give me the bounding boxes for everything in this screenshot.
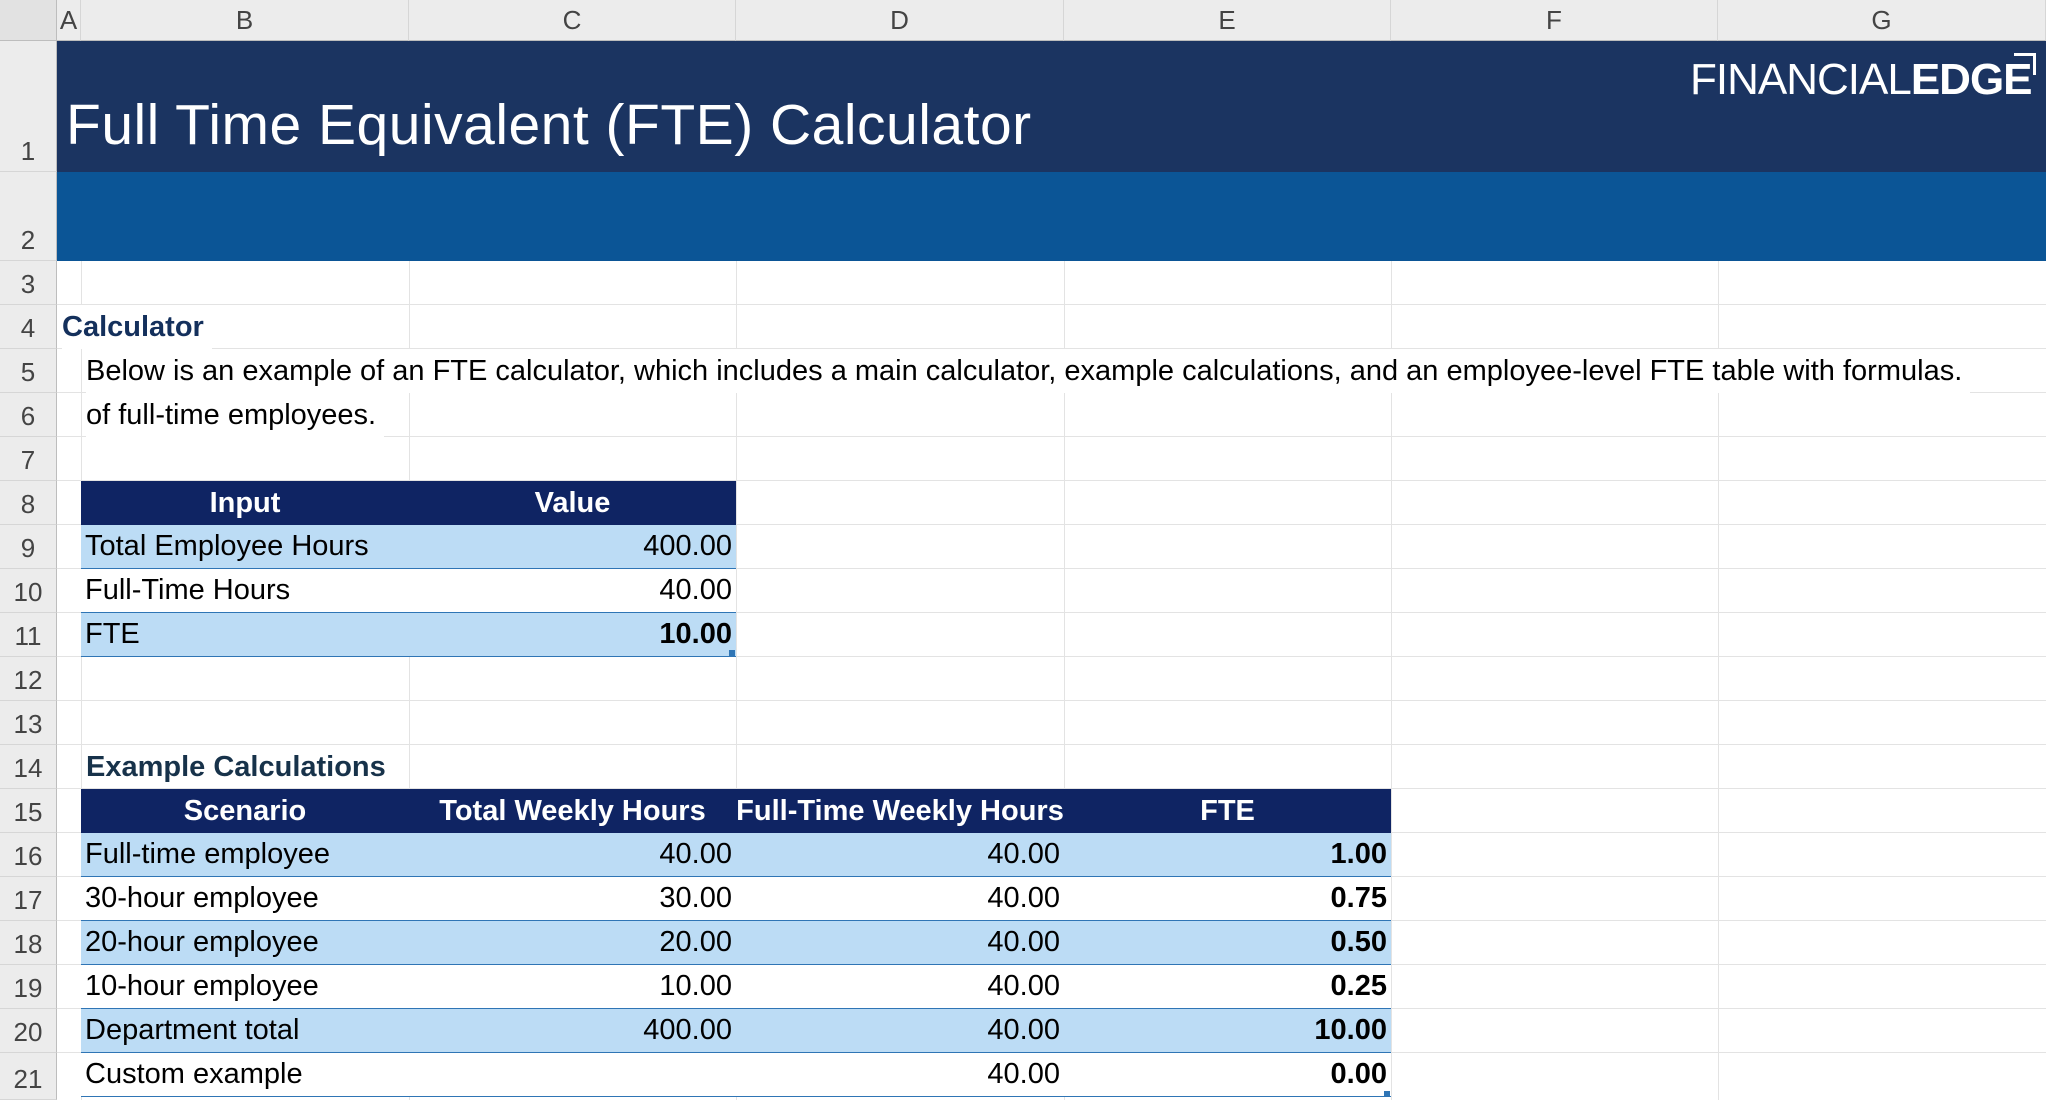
section-heading-calculator: Calculator — [62, 305, 212, 349]
column-header-c[interactable]: C — [409, 0, 736, 41]
example-fte-cell[interactable]: 0.50 — [1064, 921, 1391, 965]
row-header-19[interactable]: 19 — [0, 965, 57, 1009]
row-header-20[interactable]: 20 — [0, 1009, 57, 1053]
example-total-cell[interactable]: 30.00 — [409, 877, 736, 921]
row-header-12[interactable]: 12 — [0, 657, 57, 701]
example-fte-cell[interactable]: 0.00 — [1064, 1053, 1391, 1097]
example-fulltime-cell[interactable]: 40.00 — [736, 1009, 1064, 1053]
row-header-4[interactable]: 4 — [0, 305, 57, 349]
row-header-17[interactable]: 17 — [0, 877, 57, 921]
example-header-total-weekly-hours: Total Weekly Hours — [409, 789, 736, 833]
gridline — [1391, 261, 1392, 1100]
gridline — [57, 480, 2046, 481]
gridline — [1718, 261, 1719, 1100]
example-fulltime-cell[interactable]: 40.00 — [736, 1053, 1064, 1097]
subtitle-banner — [57, 172, 2046, 261]
section-heading-examples: Example Calculations — [86, 750, 386, 783]
row-header-1[interactable]: 1 — [0, 41, 57, 172]
gridline — [736, 261, 737, 1100]
page-title: Full Time Equivalent (FTE) Calculator — [66, 93, 1032, 157]
example-scenario-cell[interactable]: Full-time employee — [81, 833, 409, 877]
row-header-18[interactable]: 18 — [0, 921, 57, 965]
example-total-cell[interactable]: 20.00 — [409, 921, 736, 965]
example-scenario-cell[interactable]: Custom example — [81, 1053, 409, 1097]
gridline — [57, 304, 2046, 305]
calc-value-fte[interactable]: 10.00 — [409, 613, 736, 657]
row-header-2[interactable]: 2 — [0, 172, 57, 261]
example-fte-cell[interactable]: 1.00 — [1064, 833, 1391, 877]
gridline — [57, 700, 2046, 701]
calc-label-total-employee-hours[interactable]: Total Employee Hours — [81, 525, 409, 569]
description-line-2: of full-time employees. — [86, 393, 385, 437]
example-total-cell[interactable] — [409, 1053, 736, 1097]
column-header-a[interactable]: A — [57, 0, 81, 41]
gridline — [57, 436, 2046, 437]
calc-label-full-time-hours[interactable]: Full-Time Hours — [81, 569, 409, 613]
logo-text-light: FINANCIAL — [1690, 55, 1912, 104]
gridline — [57, 348, 2046, 349]
gridline — [57, 744, 2046, 745]
example-header-fte: FTE — [1064, 789, 1391, 833]
column-header-b[interactable]: B — [81, 0, 409, 41]
example-scenario-cell[interactable]: 30-hour employee — [81, 877, 409, 921]
row-header-3[interactable]: 3 — [0, 261, 57, 305]
financial-edge-logo: FINANCIALEDGE — [1690, 55, 2033, 105]
example-fulltime-cell[interactable]: 40.00 — [736, 965, 1064, 1009]
logo-text-bold: EDGE — [1910, 55, 2033, 104]
description-line-1: Below is an example of an FTE calculator… — [86, 349, 1971, 393]
row-header-13[interactable]: 13 — [0, 701, 57, 745]
column-header-e[interactable]: E — [1064, 0, 1391, 41]
row-header-10[interactable]: 10 — [0, 569, 57, 613]
gridline — [57, 612, 2046, 613]
example-fulltime-cell[interactable]: 40.00 — [736, 877, 1064, 921]
example-total-cell[interactable]: 400.00 — [409, 1009, 736, 1053]
example-header-scenario: Scenario — [81, 789, 409, 833]
example-fulltime-cell[interactable]: 40.00 — [736, 833, 1064, 877]
row-header-7[interactable]: 7 — [0, 437, 57, 481]
example-scenario-cell[interactable]: 10-hour employee — [81, 965, 409, 1009]
row-header-11[interactable]: 11 — [0, 613, 57, 657]
fill-handle[interactable] — [729, 650, 735, 656]
row-header-9[interactable]: 9 — [0, 525, 57, 569]
title-banner — [57, 41, 2046, 172]
gridline — [57, 568, 2046, 569]
gridline — [409, 261, 410, 1100]
row-header-15[interactable]: 15 — [0, 789, 57, 833]
calc-header-input: Input — [81, 481, 409, 525]
example-header-full-time-weekly-hours: Full-Time Weekly Hours — [736, 789, 1064, 833]
gridline — [57, 524, 2046, 525]
gridline — [81, 261, 82, 1100]
example-fte-cell[interactable]: 0.75 — [1064, 877, 1391, 921]
column-header-g[interactable]: G — [1718, 0, 2046, 41]
example-fulltime-cell[interactable]: 40.00 — [736, 921, 1064, 965]
column-header-d[interactable]: D — [736, 0, 1064, 41]
calc-label-fte[interactable]: FTE — [81, 613, 409, 657]
calc-value-total-employee-hours[interactable]: 400.00 — [409, 525, 736, 569]
example-total-cell[interactable]: 10.00 — [409, 965, 736, 1009]
gridline — [57, 656, 2046, 657]
column-header-f[interactable]: F — [1391, 0, 1718, 41]
logo-corner-icon — [2014, 53, 2036, 75]
example-fte-cell[interactable]: 0.25 — [1064, 965, 1391, 1009]
gridline — [1064, 261, 1065, 1100]
gridline — [57, 788, 2046, 789]
example-fte-cell[interactable]: 10.00 — [1064, 1009, 1391, 1053]
row-header-16[interactable]: 16 — [0, 833, 57, 877]
calc-value-full-time-hours[interactable]: 40.00 — [409, 569, 736, 613]
row-header-21[interactable]: 21 — [0, 1053, 57, 1100]
calc-header-value: Value — [409, 481, 736, 525]
fill-handle[interactable] — [1384, 1091, 1390, 1097]
row-header-5[interactable]: 5 — [0, 349, 57, 393]
example-scenario-cell[interactable]: Department total — [81, 1009, 409, 1053]
row-header-8[interactable]: 8 — [0, 481, 57, 525]
row-header-6[interactable]: 6 — [0, 393, 57, 437]
example-total-cell[interactable]: 40.00 — [409, 833, 736, 877]
select-all-corner[interactable] — [0, 0, 57, 41]
example-scenario-cell[interactable]: 20-hour employee — [81, 921, 409, 965]
row-header-14[interactable]: 14 — [0, 745, 57, 789]
